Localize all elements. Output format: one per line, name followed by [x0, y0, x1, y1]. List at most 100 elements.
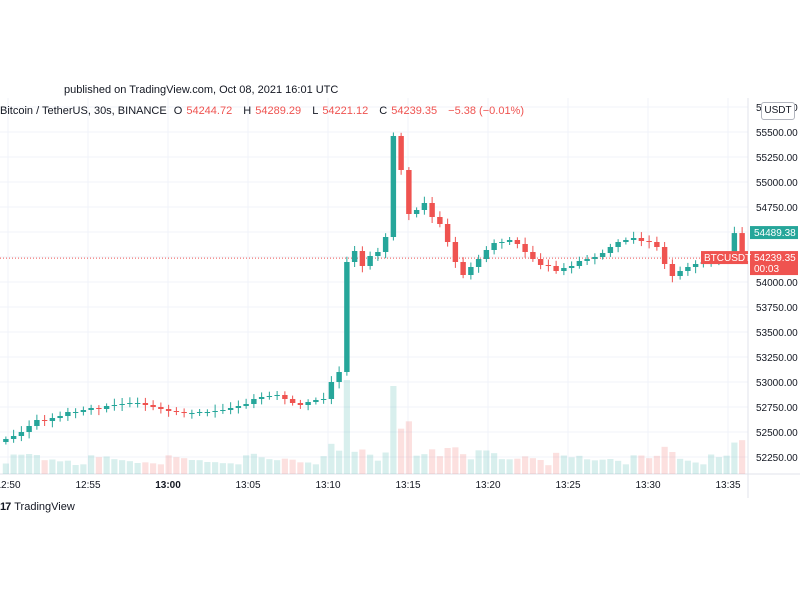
volume-bar	[80, 464, 87, 474]
volume-bar	[684, 460, 691, 474]
candle-body	[452, 242, 459, 262]
candle-body	[390, 136, 397, 237]
candle-body	[499, 242, 505, 243]
y-tick-label: 53000.00	[756, 378, 798, 389]
candle-body	[189, 413, 195, 414]
candle-body	[266, 396, 273, 397]
volume-bar	[227, 463, 234, 474]
volume-bar	[119, 460, 126, 474]
volume-bar	[460, 454, 467, 474]
candle-body	[80, 410, 87, 412]
candle-body	[599, 253, 606, 257]
volume-bar	[359, 449, 366, 474]
candle-body	[103, 406, 110, 409]
volume-bar	[560, 455, 567, 474]
x-tick-label: 12:55	[75, 480, 100, 491]
candle-body	[630, 238, 637, 240]
candle-body	[692, 264, 699, 267]
candle-body	[669, 264, 676, 276]
volume-bar	[731, 442, 738, 474]
volume-bar	[26, 454, 33, 474]
currency-button[interactable]: USDT	[761, 102, 795, 120]
volume-bar	[111, 459, 118, 474]
candle-body	[444, 224, 451, 242]
volume-bar	[708, 454, 715, 474]
volume-bar	[413, 455, 420, 474]
price-chart[interactable]: 52250.00 52500.00 52750.00 53000.00 53250.00…	[0, 98, 800, 498]
volume-bar	[653, 455, 660, 474]
volume-bar	[204, 462, 211, 474]
x-tick-label: 13:30	[635, 480, 660, 491]
candle-body	[576, 261, 583, 266]
y-tick-label: 53250.00	[756, 353, 798, 364]
candle-body	[3, 439, 9, 442]
candle-body	[398, 136, 404, 170]
volume-bar	[429, 449, 436, 474]
candle-body	[111, 405, 118, 406]
candle-body	[41, 420, 48, 421]
candle-body	[483, 250, 490, 259]
candle-body	[646, 241, 652, 242]
volume-bar	[661, 446, 668, 474]
volume-bar	[599, 459, 606, 474]
volume-bar	[196, 460, 203, 474]
volume-bar	[134, 463, 141, 474]
open-value: 54244.72	[186, 105, 233, 117]
chart-svg[interactable]: 52250.00 52500.00 52750.00 53000.00 53250.00…	[0, 98, 800, 498]
candle-body	[468, 267, 474, 275]
volume-bar	[444, 448, 451, 474]
brand-name: TradingView	[14, 501, 75, 513]
candle-body	[421, 203, 428, 210]
volume-bar	[630, 455, 637, 474]
candle-body	[382, 237, 389, 252]
close-label: C	[379, 105, 388, 117]
candle-body	[26, 426, 32, 432]
volume-bar	[537, 460, 544, 474]
volume-bar	[739, 440, 746, 474]
y-tick-label: 55000.00	[756, 178, 798, 189]
volume-bar	[103, 456, 110, 474]
candle-body	[429, 203, 435, 217]
volume-bar	[157, 464, 164, 474]
volume-bar	[553, 452, 560, 474]
volume-bar	[467, 459, 474, 474]
volume-bar	[10, 454, 17, 474]
volume-bar	[615, 460, 622, 474]
y-tick-label: 55250.00	[756, 153, 798, 164]
volume-bar	[250, 453, 257, 474]
candle-body	[282, 395, 288, 399]
candle-body	[72, 412, 79, 413]
x-tick-label: 13:20	[475, 480, 500, 491]
y-tick-label: 52250.00	[756, 453, 798, 464]
candle-body	[654, 242, 660, 247]
candle-body	[584, 259, 590, 261]
footer-brand: 17 TradingView	[0, 501, 75, 513]
candle-body	[289, 399, 296, 403]
volume-bar	[72, 465, 79, 474]
candle-body	[65, 412, 71, 416]
volume-bar	[95, 457, 102, 474]
volume-bar	[18, 454, 25, 474]
y-tick-label: 52500.00	[756, 428, 798, 439]
symbol-title[interactable]: Bitcoin / TetherUS, 30s, BINANCE	[0, 105, 167, 117]
volume-bar	[522, 456, 529, 474]
volume-bar	[57, 461, 64, 474]
candle-body	[328, 382, 335, 399]
volume-bar	[219, 463, 226, 474]
y-tick-label: 54750.00	[756, 203, 798, 214]
volume-bar	[669, 452, 676, 474]
candle-body	[150, 405, 156, 407]
candle-body	[212, 411, 218, 412]
volume-bar	[212, 462, 219, 474]
volume-bar	[374, 460, 381, 474]
countdown-text: 00:03	[754, 264, 779, 275]
volume-bar	[289, 459, 296, 474]
candle-body	[359, 251, 366, 266]
candle-body	[561, 268, 567, 271]
close-value: 54239.35	[391, 105, 438, 117]
volume-bar	[305, 462, 312, 474]
candle-body	[592, 257, 598, 259]
volume-bar	[126, 461, 133, 474]
candle-body	[522, 244, 528, 252]
candle-body	[243, 404, 249, 406]
